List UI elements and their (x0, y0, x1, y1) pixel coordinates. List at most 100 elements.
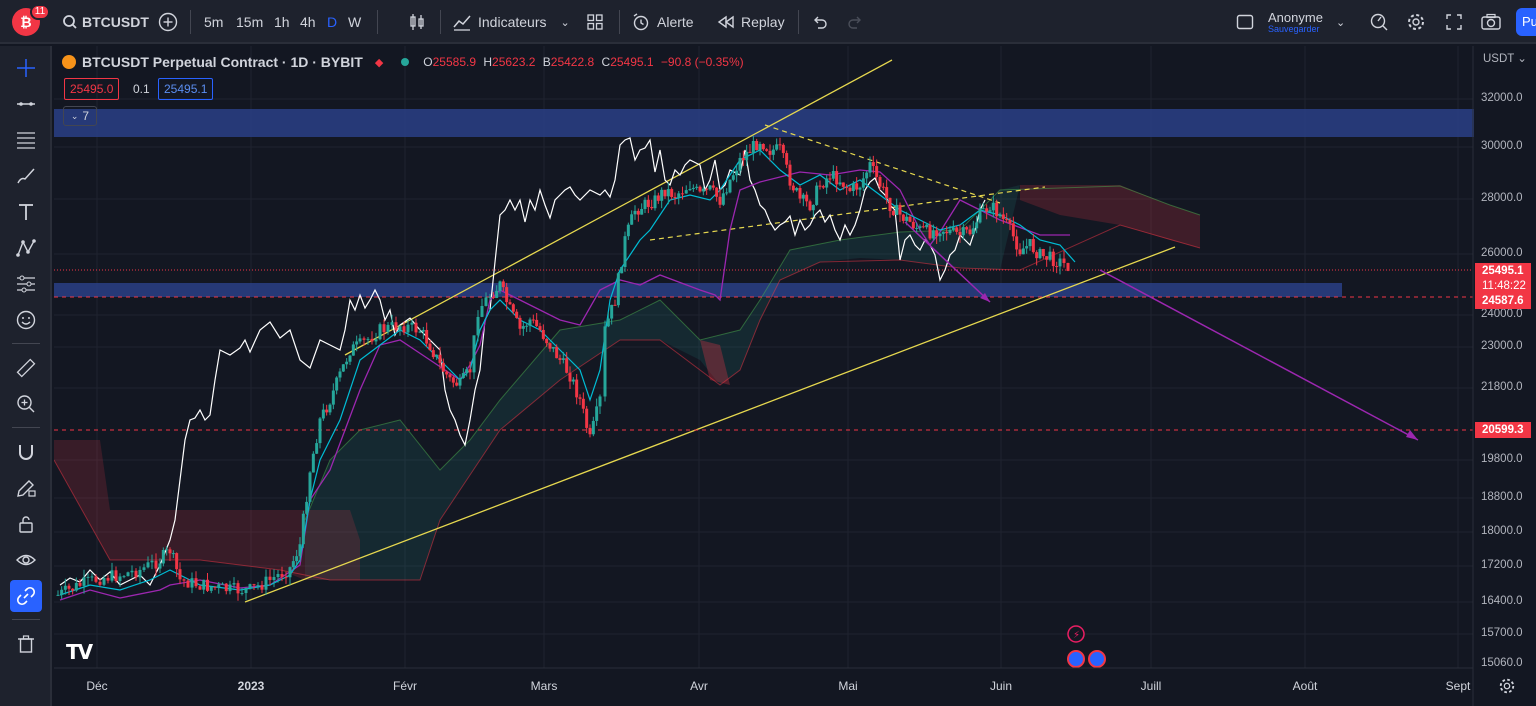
chart-type-button[interactable] (407, 0, 427, 44)
candle-body (264, 576, 268, 590)
compare-button[interactable] (158, 0, 178, 44)
chevron-down-icon[interactable]: ⌄ (1336, 16, 1346, 29)
stay-in-drawing-tool[interactable] (10, 472, 42, 504)
timeframe-5m[interactable]: 5m (204, 14, 224, 30)
candle-body (175, 553, 179, 570)
candle-body (98, 581, 102, 585)
candle-body (244, 588, 248, 594)
hide-drawings-tool[interactable] (10, 544, 42, 576)
chevron-down-icon: ⌄ (70, 110, 79, 121)
buy-button[interactable]: 25495.1 (158, 78, 214, 100)
candle-body (660, 189, 664, 201)
candle-body (768, 150, 772, 155)
flag-icon[interactable]: ◆ (374, 56, 384, 69)
candle-body (575, 379, 579, 398)
time-tick: Juill (1140, 679, 1162, 693)
trendline-tool[interactable] (10, 88, 42, 120)
timeframe-15m[interactable]: 15m (236, 14, 264, 30)
publish-button[interactable]: Pu (1516, 8, 1536, 36)
search-icon (63, 15, 77, 29)
layouts-button[interactable] (586, 0, 604, 44)
candle-body (951, 227, 955, 230)
candle-body (458, 378, 462, 386)
timeframe-1h[interactable]: 1h (274, 14, 290, 30)
fullscreen-icon (1446, 14, 1462, 30)
candle-body (465, 369, 469, 374)
indicators-collapse-toggle[interactable]: ⌄ 7 (63, 106, 97, 126)
pattern-tool[interactable] (10, 232, 42, 264)
sell-button[interactable]: 25495.0 (64, 78, 120, 100)
candle-body (778, 144, 782, 146)
candle-body (938, 233, 942, 237)
candle-body (122, 576, 126, 578)
undo-button[interactable] (810, 0, 828, 44)
square-icon (1236, 14, 1254, 30)
text-icon (19, 204, 33, 220)
tradingview-logo[interactable]: TV (66, 640, 93, 664)
quick-search-button[interactable] (1369, 0, 1389, 44)
candle-body (808, 201, 812, 211)
legend-title[interactable]: BTCUSDT Perpetual Contract · 1D · BYBIT (82, 54, 363, 70)
sync-drawings-tool[interactable] (10, 580, 42, 612)
symbol-search[interactable]: BTCUSDT (62, 0, 149, 44)
candle-body (1001, 214, 1005, 219)
save-layout-button[interactable]: Anonyme Sauvegarder (1268, 0, 1323, 44)
candle-body (603, 326, 607, 397)
replay-button[interactable]: Replay (717, 0, 785, 44)
candle-body (1062, 258, 1066, 263)
layout-checkbox[interactable] (1236, 0, 1254, 44)
candle-body (640, 208, 644, 215)
level-tag-2: 20599.3 (1475, 422, 1531, 438)
candle-body (252, 584, 256, 586)
candle-body (130, 570, 134, 573)
candle-body (182, 579, 186, 581)
candle-body (178, 569, 182, 580)
redo-icon (848, 16, 861, 29)
candle-body (126, 572, 130, 577)
alert-button[interactable]: Alerte (631, 0, 694, 44)
candle-body (1031, 239, 1035, 253)
text-tool[interactable] (10, 196, 42, 228)
magnet-tool[interactable] (10, 436, 42, 468)
candle-body (901, 214, 905, 221)
timeframe-4h[interactable]: 4h (300, 14, 316, 30)
fullscreen-button[interactable] (1445, 0, 1463, 44)
redo-button[interactable] (847, 0, 865, 44)
forecast-tool[interactable] (10, 268, 42, 300)
crosshair-tool[interactable] (10, 52, 42, 84)
ichimoku-cloud-bullish (305, 185, 1020, 580)
fib-tool[interactable] (10, 124, 42, 156)
zoom-tool[interactable] (10, 388, 42, 420)
price-chart[interactable]: ⚡ (54, 46, 1536, 706)
candle-body (565, 358, 569, 373)
candle-body (1035, 252, 1039, 259)
channel-lower-line (244, 246, 1176, 603)
candle-body (394, 322, 398, 331)
candle-body (718, 196, 722, 205)
smiley-icon (16, 310, 36, 330)
settings-button[interactable] (1406, 0, 1426, 44)
snapshot-button[interactable] (1480, 0, 1502, 44)
indicators-button[interactable]: Indicateurs ⌄ (452, 0, 570, 44)
candle-body (663, 189, 667, 197)
candle-body (915, 227, 919, 229)
candle-body (548, 343, 552, 349)
remove-drawings-tool[interactable] (10, 628, 42, 660)
brush-tool[interactable] (10, 160, 42, 192)
candle-body (63, 585, 67, 590)
candle-body (911, 221, 915, 229)
emoji-tool[interactable] (10, 304, 42, 336)
currency-selector[interactable]: USDT ⌄ (1483, 53, 1527, 65)
time-tick: Déc (86, 679, 108, 693)
timeframe-d[interactable]: D (327, 14, 338, 30)
candle-body (445, 371, 449, 375)
candle-body (198, 586, 202, 590)
user-name: Anonyme (1268, 10, 1323, 25)
candle-body (788, 164, 792, 186)
candle-body (855, 183, 859, 190)
lock-drawings-tool[interactable] (10, 508, 42, 540)
timeframe-w[interactable]: W (348, 14, 362, 30)
axis-settings-button[interactable] (1498, 677, 1516, 700)
measure-tool[interactable] (10, 352, 42, 384)
candle-body (378, 324, 382, 340)
